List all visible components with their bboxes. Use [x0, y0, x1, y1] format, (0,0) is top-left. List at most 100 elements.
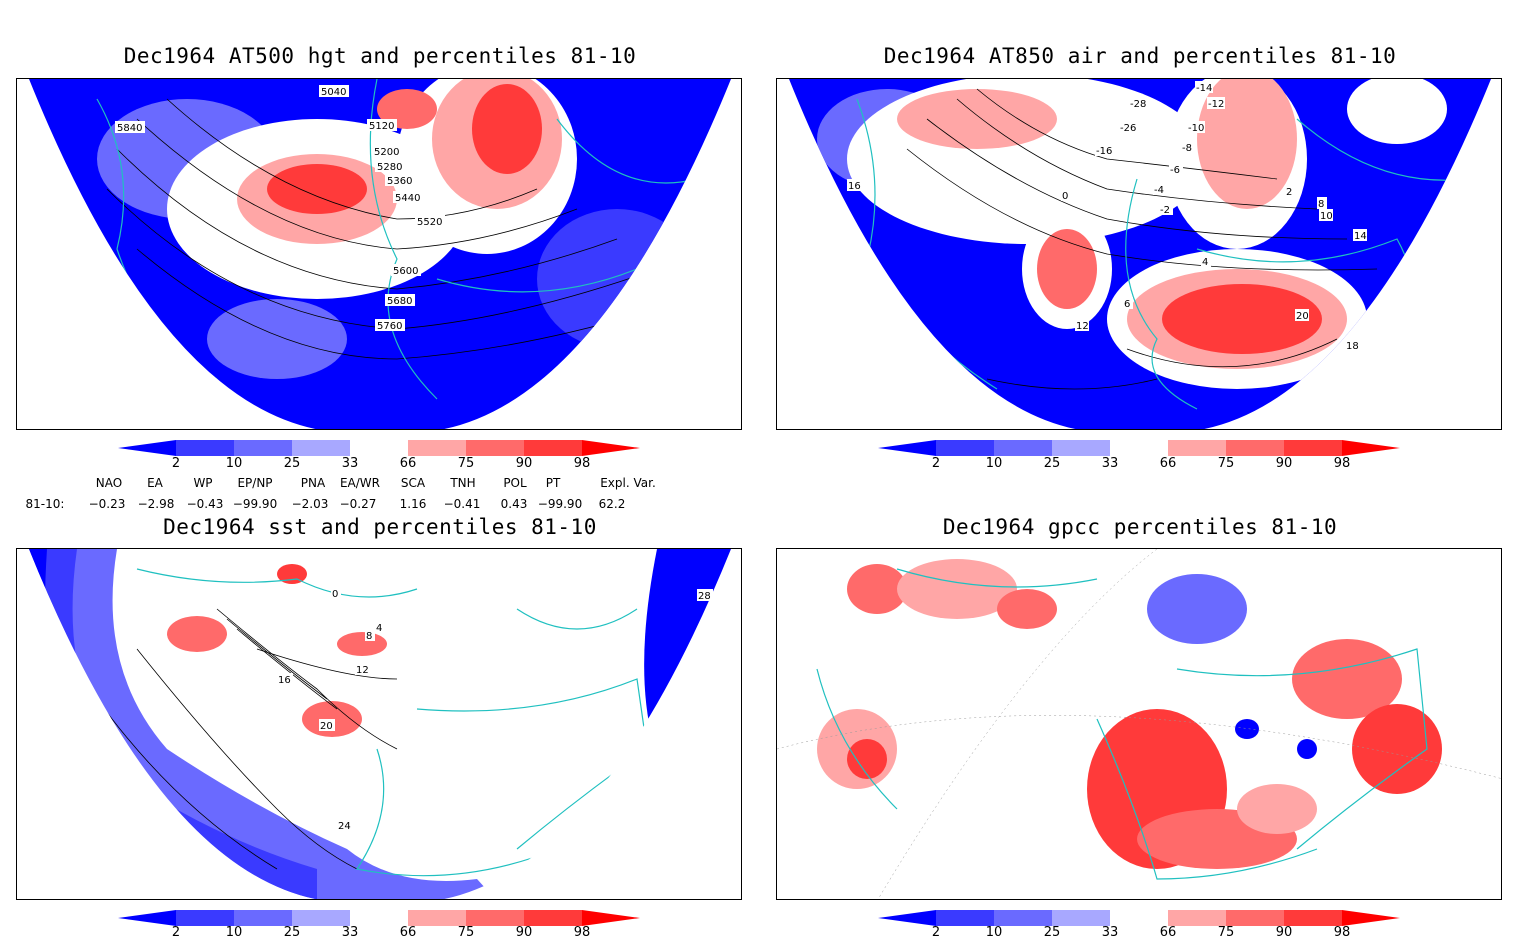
contour-label: 5200: [374, 147, 399, 158]
index-value: −2.98: [137, 497, 175, 511]
colorbar-tick: 66: [1159, 925, 1177, 940]
contour-label: -14: [1196, 83, 1212, 94]
contour-label: 8: [1318, 199, 1324, 210]
index-header: Expl. Var.: [600, 476, 656, 490]
index-header: EA: [147, 476, 163, 490]
colorbar-top-left: 2 10 25 33 66 75 90 98: [118, 440, 648, 480]
colorbar-tick: 33: [1101, 925, 1119, 940]
contour-label: 24: [338, 821, 351, 832]
colorbar-tick: 66: [1159, 456, 1177, 471]
colorbar-tick: 33: [341, 456, 359, 471]
index-header-row: NAO EA WP EP/NP PNA EA/WR SCA TNH POL PT…: [0, 476, 760, 492]
contour-label: 4: [1202, 257, 1208, 268]
contour-label: 18: [1346, 341, 1359, 352]
index-value: −0.23: [88, 497, 126, 511]
contour-label: -12: [1208, 99, 1224, 110]
colorbar-tick: 90: [515, 456, 533, 471]
contour-label: 12: [356, 665, 369, 676]
colorbar-tick: 98: [573, 456, 591, 471]
colorbar-tick: 2: [931, 925, 941, 940]
panel-1-title: Dec1964 AT500 hgt and percentiles 81-10: [123, 44, 637, 68]
contour-label: 5040: [321, 87, 346, 98]
contour-label: 5840: [117, 123, 142, 134]
contour-label: 5440: [395, 193, 420, 204]
index-value: −99.90: [232, 497, 278, 511]
colorbar-tick: 10: [225, 925, 243, 940]
contour-label: -26: [1120, 123, 1136, 134]
contour-label: 14: [1354, 231, 1367, 242]
contour-label: 0: [332, 589, 338, 600]
index-header: WP: [193, 476, 213, 490]
colorbar-swatches: [878, 910, 1400, 926]
colorbar-tick: 25: [1043, 456, 1061, 471]
contour-label: 5120: [369, 121, 394, 132]
colorbar-tick: 2: [171, 456, 181, 471]
contour-label: 8: [366, 631, 372, 642]
index-header: PT: [545, 476, 561, 490]
colorbar-tick: 75: [1217, 925, 1235, 940]
contour-label: 10: [1320, 211, 1333, 222]
colorbar-tick: 75: [1217, 456, 1235, 471]
contour-label: 12: [1076, 321, 1089, 332]
colorbar-swatches: [118, 440, 640, 456]
index-value-row: 81-10: −0.23 −2.98 −0.43 −99.90 −2.03 −0…: [0, 497, 760, 513]
contour-label: 5600: [393, 266, 418, 277]
colorbar-tick: 33: [341, 925, 359, 940]
index-value: −2.03: [291, 497, 329, 511]
contour-label: 2: [1286, 187, 1292, 198]
contour-label: 0: [1062, 191, 1068, 202]
colorbar-tick: 66: [399, 456, 417, 471]
colorbar-tick: 25: [1043, 925, 1061, 940]
colorbar-swatches: [118, 910, 640, 926]
colorbar-tick: 2: [931, 456, 941, 471]
colorbar-tick: 10: [985, 456, 1003, 471]
colorbar-tick: 25: [283, 456, 301, 471]
colorbar-tick: 75: [457, 925, 475, 940]
contour-label: 5680: [387, 296, 412, 307]
contour-label: 6: [1124, 299, 1130, 310]
index-header: EP/NP: [237, 476, 273, 490]
contour-label: -16: [1096, 146, 1112, 157]
panel-3-title: Dec1964 sst and percentiles 81-10: [163, 515, 597, 539]
index-row-label: 81-10:: [25, 497, 65, 511]
contour-label: 16: [848, 181, 861, 192]
colorbar-bottom-left: 2 10 25 33 66 75 90 98: [118, 910, 648, 940]
index-value: −0.43: [186, 497, 224, 511]
index-value: 1.16: [399, 497, 427, 511]
colorbar-tick: 10: [985, 925, 1003, 940]
panel-2-title: Dec1964 AT850 air and percentiles 81-10: [883, 44, 1397, 68]
contour-label: -2: [1160, 205, 1170, 216]
index-value: −0.27: [339, 497, 377, 511]
map-panel-sst: 28 24 0 4 8 12 16 20: [16, 548, 742, 900]
index-header: NAO: [95, 476, 123, 490]
contour-label: 16: [278, 675, 291, 686]
contour-label: -28: [1130, 99, 1146, 110]
colorbar-tick: 90: [1275, 925, 1293, 940]
contour-label: 5520: [417, 217, 442, 228]
colorbar-top-right: 2 10 25 33 66 75 90 98: [878, 440, 1408, 480]
index-value: 0.43: [500, 497, 528, 511]
index-value: −0.41: [443, 497, 481, 511]
index-header: TNH: [450, 476, 476, 490]
colorbar-tick: 10: [225, 456, 243, 471]
contour-label: 20: [320, 721, 333, 732]
contour-label: -10: [1188, 123, 1204, 134]
contour-label: -4: [1154, 185, 1164, 196]
index-value: −99.90: [537, 497, 583, 511]
colorbar-tick: 25: [283, 925, 301, 940]
colorbar-tick: 2: [171, 925, 181, 940]
index-header: EA/WR: [339, 476, 381, 490]
colorbar-bottom-right: 2 10 25 33 66 75 90 98: [878, 910, 1408, 940]
panel-4-title: Dec1964 gpcc percentiles 81-10: [942, 515, 1338, 539]
index-header: SCA: [400, 476, 426, 490]
colorbar-tick: 90: [515, 925, 533, 940]
colorbar-tick: 90: [1275, 456, 1293, 471]
map-panel-air850: -28 -26 -16 -14 -12 -10 -8 -6 -4 -2 0 2 …: [776, 78, 1502, 430]
contour-label: 4: [376, 623, 382, 634]
map-panel-hgt500: 5040 5120 5200 5280 5360 5440 5520 5600 …: [16, 78, 742, 430]
colorbar-tick: 66: [399, 925, 417, 940]
map-panel-gpcc: [776, 548, 1502, 900]
colorbar-tick: 98: [1333, 456, 1351, 471]
contour-label: -6: [1170, 165, 1180, 176]
contour-label: 28: [698, 591, 711, 602]
